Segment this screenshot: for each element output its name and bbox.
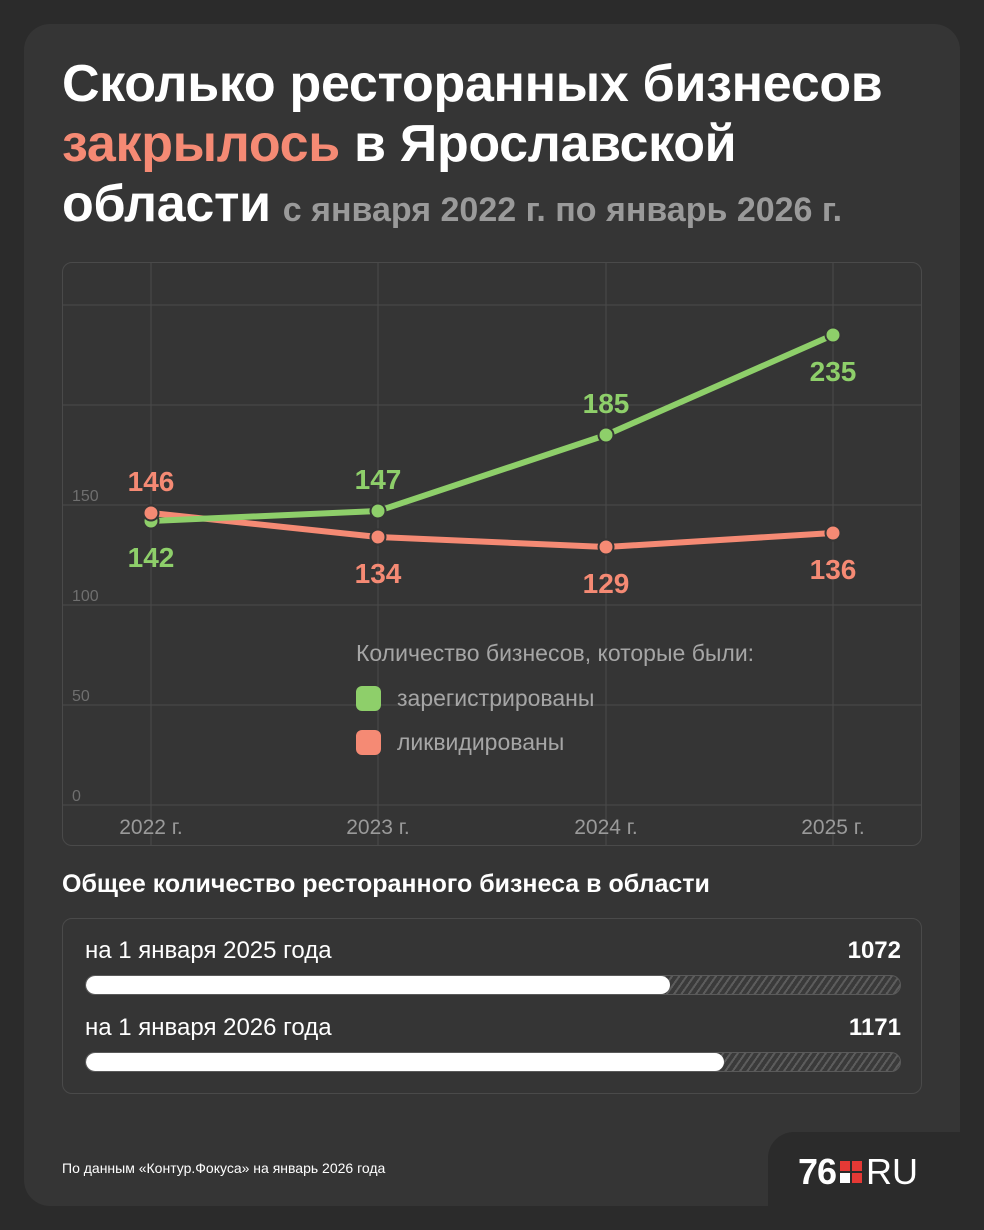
x-tick-label: 2025 г. xyxy=(801,816,864,839)
data-label-registered: 147 xyxy=(355,464,402,495)
totals-label-2026: на 1 января 2026 года xyxy=(85,1014,332,1041)
data-label-liquidated: 136 xyxy=(810,554,857,585)
data-point-registered xyxy=(597,426,615,444)
headline: Сколько ресторанных бизнесов закрылось в… xyxy=(62,54,942,240)
legend-item-registered: зарегистрированы xyxy=(356,685,754,711)
y-tick-label: 50 xyxy=(72,688,90,705)
totals-heading: Общее количество ресторанного бизнеса в … xyxy=(62,870,710,898)
chart-legend: Количество бизнесов, которые были: зарег… xyxy=(356,640,754,773)
data-label-liquidated: 146 xyxy=(128,466,175,497)
totals-value-2026: 1171 xyxy=(848,1014,901,1041)
logo-number: 76 xyxy=(798,1151,837,1192)
data-point-registered xyxy=(369,502,387,520)
data-label-registered: 142 xyxy=(128,542,175,573)
data-label-liquidated: 129 xyxy=(583,568,630,599)
progress-fill-2025 xyxy=(86,976,671,994)
data-point-liquidated xyxy=(824,524,842,542)
headline-highlight: закрылось xyxy=(62,115,340,173)
y-tick-label: 100 xyxy=(72,588,99,605)
line-chart-svg: 0 50 100 150 2022 г. 2023 г. 2024 г. 2025 г. 142… xyxy=(63,263,921,845)
data-point-liquidated xyxy=(369,528,387,546)
legend-label-registered: зарегистрированы xyxy=(397,684,595,711)
totals-value-2025: 1072 xyxy=(847,937,901,964)
line-chart: 0 50 100 150 2022 г. 2023 г. 2024 г. 2025 г. 142… xyxy=(62,262,922,846)
totals-label-2025: на 1 января 2025 года xyxy=(85,937,332,964)
series-line-registered xyxy=(148,332,836,524)
progress-fill-2026 xyxy=(86,1053,725,1071)
logo-tab xyxy=(768,1132,984,1230)
data-point-registered xyxy=(824,326,842,344)
headline-line1: Сколько ресторанных бизнесов xyxy=(62,55,883,113)
source-note: По данным «Контур.Фокуса» на январь 2026… xyxy=(62,1160,386,1176)
series-line-liquidated xyxy=(148,510,836,550)
headline-line3: области xyxy=(62,175,271,233)
legend-caption: Количество бизнесов, которые были: xyxy=(356,640,755,666)
y-tick-label: 0 xyxy=(72,788,81,805)
legend-swatch-registered xyxy=(356,685,381,711)
progress-track-2025 xyxy=(85,975,901,995)
headline-subtitle: с января 2022 г. по январь 2026 г. xyxy=(282,191,843,229)
site-logo[interactable]: 76 RU xyxy=(798,1151,919,1192)
logo-suffix: RU xyxy=(866,1151,919,1192)
legend-item-liquidated: ликвидированы xyxy=(356,729,754,755)
data-point-liquidated xyxy=(142,504,160,522)
x-tick-label: 2024 г. xyxy=(574,816,637,839)
infographic-card xyxy=(24,24,960,1206)
data-label-registered: 235 xyxy=(810,356,857,387)
headline-line2: в Ярославской xyxy=(339,115,737,173)
data-label-liquidated: 134 xyxy=(355,558,402,589)
data-label-registered: 185 xyxy=(583,388,630,419)
x-tick-label: 2022 г. xyxy=(119,816,182,839)
legend-swatch-liquidated xyxy=(356,729,381,755)
logo-squares-icon xyxy=(840,1161,863,1183)
y-tick-label: 150 xyxy=(72,488,99,505)
x-tick-label: 2023 г. xyxy=(346,816,409,839)
totals-panel: на 1 января 2025 года 1072 на 1 января 2… xyxy=(62,918,922,1094)
legend-label-liquidated: ликвидированы xyxy=(397,728,565,755)
data-point-liquidated xyxy=(597,538,615,556)
progress-track-2026 xyxy=(85,1052,901,1072)
